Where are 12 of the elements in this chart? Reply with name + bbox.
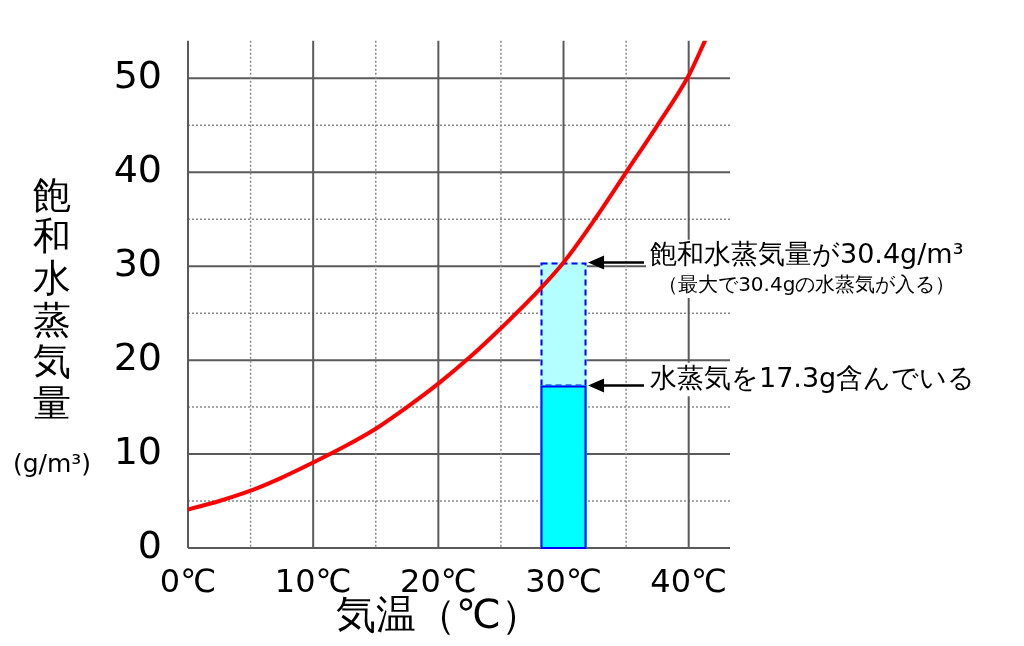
y-tick-label: 10	[113, 428, 162, 473]
y-tick-label: 40	[113, 147, 162, 192]
x-tick-label: 40℃	[650, 561, 728, 600]
x-tick-label: 30℃	[525, 561, 602, 600]
y-tick-label: 0	[137, 522, 162, 567]
y-tick-label: 30	[113, 241, 162, 286]
annotation: 水蒸気を17.3g含んでいる	[650, 361, 976, 393]
x-tick-label: 0℃	[159, 561, 217, 600]
annotation: 飽和水蒸気量が30.4g/m³ （最大で30.4gの水蒸気が入る）	[650, 238, 964, 296]
y-tick-label: 50	[113, 53, 162, 98]
y-tick-label: 20	[113, 335, 162, 380]
y-axis-title: 飽和水蒸気量(g/m³)	[12, 172, 92, 478]
